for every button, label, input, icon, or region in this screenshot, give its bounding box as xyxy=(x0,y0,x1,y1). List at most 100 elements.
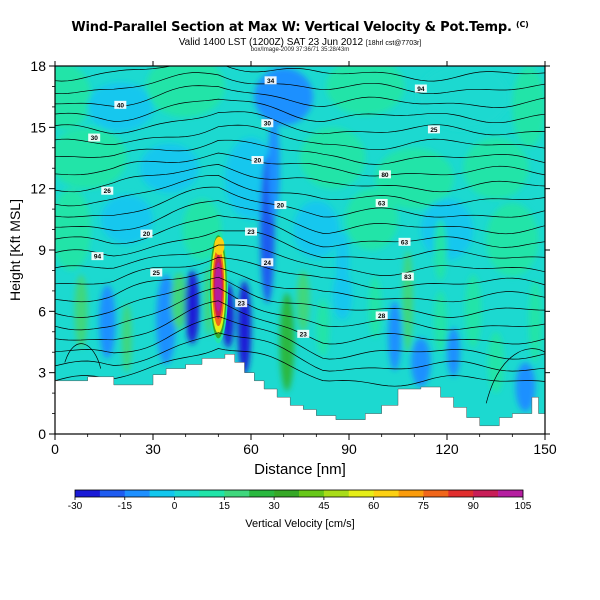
colorbar-swatch xyxy=(423,490,449,497)
x-tick-label: 30 xyxy=(145,441,161,457)
theta-contour-label: 30 xyxy=(88,133,101,142)
colorbar-swatch xyxy=(398,490,424,497)
theta-contour-label: 40 xyxy=(114,100,127,109)
theta-contour-line xyxy=(55,51,545,66)
theta-contour-label: 83 xyxy=(401,272,414,281)
theta-contour-line xyxy=(55,98,545,124)
theta-contour-label: 20 xyxy=(140,229,153,238)
theta-contour-label: 23 xyxy=(245,227,257,236)
theta-contour-line xyxy=(55,124,545,151)
theta-contour-label: 28 xyxy=(375,311,388,320)
y-tick-label: 3 xyxy=(38,365,46,381)
theta-contours xyxy=(55,51,545,404)
svg-text:94: 94 xyxy=(417,86,425,93)
colorbar-swatch xyxy=(149,490,175,497)
theta-contour-line xyxy=(55,186,545,218)
svg-text:23: 23 xyxy=(300,331,308,338)
colorbar-swatch xyxy=(473,490,499,497)
svg-text:25: 25 xyxy=(430,127,438,134)
theta-contour-label: 26 xyxy=(101,186,114,195)
svg-text:20: 20 xyxy=(277,203,285,210)
colorbar-tick-label: 45 xyxy=(318,501,330,512)
colorbar-tick-label: 60 xyxy=(368,501,380,512)
svg-text:34: 34 xyxy=(267,78,275,85)
colorbar-swatch xyxy=(199,490,225,497)
colorbar-swatch xyxy=(249,490,275,497)
svg-text:28: 28 xyxy=(378,313,386,320)
theta-contour-label: 20 xyxy=(251,156,264,165)
colorbar-swatch xyxy=(174,490,200,497)
colorbar-swatch xyxy=(348,490,374,497)
colorbar-tick-label: 0 xyxy=(172,501,178,512)
theta-contour-label: 30 xyxy=(261,119,274,128)
colorbar-tick-label: -30 xyxy=(68,501,83,512)
colorbar-swatch xyxy=(448,490,474,497)
svg-text:83: 83 xyxy=(404,274,412,281)
y-tick-label: 12 xyxy=(30,181,46,197)
colorbar-swatch xyxy=(373,490,399,497)
theta-contour-line xyxy=(55,244,545,276)
theta-contour-line xyxy=(55,332,545,372)
y-tick-label: 15 xyxy=(30,119,46,135)
theta-contour-line xyxy=(55,267,545,303)
svg-text:40: 40 xyxy=(117,102,125,109)
colorbar-tick-label: 75 xyxy=(418,501,430,512)
svg-text:23: 23 xyxy=(238,301,246,308)
terrain-profile xyxy=(55,354,545,434)
y-axis-label: Height [Kft MSL] xyxy=(7,199,23,301)
theta-contour-line xyxy=(55,111,545,136)
svg-text:94: 94 xyxy=(94,254,102,261)
theta-contour-label: 23 xyxy=(297,329,310,338)
chart-title: Wind-Parallel Section at Max W: Vertical… xyxy=(71,20,529,35)
theta-contour-label: 34 xyxy=(264,76,277,85)
colorbar-swatch xyxy=(75,490,101,497)
axes: 0 30 60 90 120 150 0 3 6 9 12 15 18 xyxy=(30,58,556,457)
theta-contour-label: 25 xyxy=(427,125,440,134)
theta-contour-line xyxy=(55,200,545,235)
x-tick-label: 120 xyxy=(435,441,459,457)
theta-contour-line xyxy=(55,256,545,289)
colorbar-tick-label: -15 xyxy=(118,501,133,512)
x-axis-label: Distance [nm] xyxy=(254,461,346,478)
svg-text:26: 26 xyxy=(104,188,112,195)
theta-contour-line xyxy=(55,276,545,318)
valid-time-line: Valid 1400 LST (1200Z) SAT 23 Jun 2012 [… xyxy=(178,37,422,48)
x-tick-label: 150 xyxy=(533,441,557,457)
svg-text:80: 80 xyxy=(381,172,389,179)
colorbar-tick-label: 105 xyxy=(515,501,532,512)
colorbar-tick-label: 90 xyxy=(468,501,480,512)
theta-contour-label: 20 xyxy=(274,201,287,210)
model-info-line: box/Image-2009 37:36/71 35:28/43m xyxy=(250,47,350,53)
y-tick-label: 6 xyxy=(38,303,46,319)
colorbar-swatch xyxy=(224,490,250,497)
theta-contour-line xyxy=(55,315,545,360)
theta-contour-label: 80 xyxy=(378,170,391,179)
theta-contour-label: 23 xyxy=(235,299,248,308)
theta-contour-line xyxy=(55,287,545,331)
theta-contour-line xyxy=(55,175,545,207)
theta-contour-line xyxy=(55,139,545,165)
theta-contour-line xyxy=(55,72,545,95)
theta-contour-label: 63 xyxy=(398,237,411,246)
colorbar-tick-label: 15 xyxy=(219,501,231,512)
svg-text:23: 23 xyxy=(247,229,255,236)
terrain-mask xyxy=(55,354,545,434)
colorbar-swatch xyxy=(299,490,325,497)
theta-contour-label: 94 xyxy=(91,252,104,261)
y-tick-label: 18 xyxy=(30,58,46,74)
x-tick-label: 0 xyxy=(51,441,59,457)
svg-text:30: 30 xyxy=(264,121,272,128)
svg-text:63: 63 xyxy=(378,200,386,207)
theta-contour-label: 94 xyxy=(414,84,427,93)
x-tick-label: 90 xyxy=(341,441,357,457)
colorbar-swatch xyxy=(498,490,524,497)
theta-contour-label: 24 xyxy=(261,258,274,267)
theta-contour-line xyxy=(55,164,545,193)
colorbar-swatch xyxy=(323,490,350,497)
theta-contour-line xyxy=(55,348,545,387)
theta-contour-label: 25 xyxy=(150,268,163,277)
svg-text:63: 63 xyxy=(401,239,409,246)
theta-contour-line xyxy=(55,230,545,260)
theta-contour-line xyxy=(55,85,545,108)
